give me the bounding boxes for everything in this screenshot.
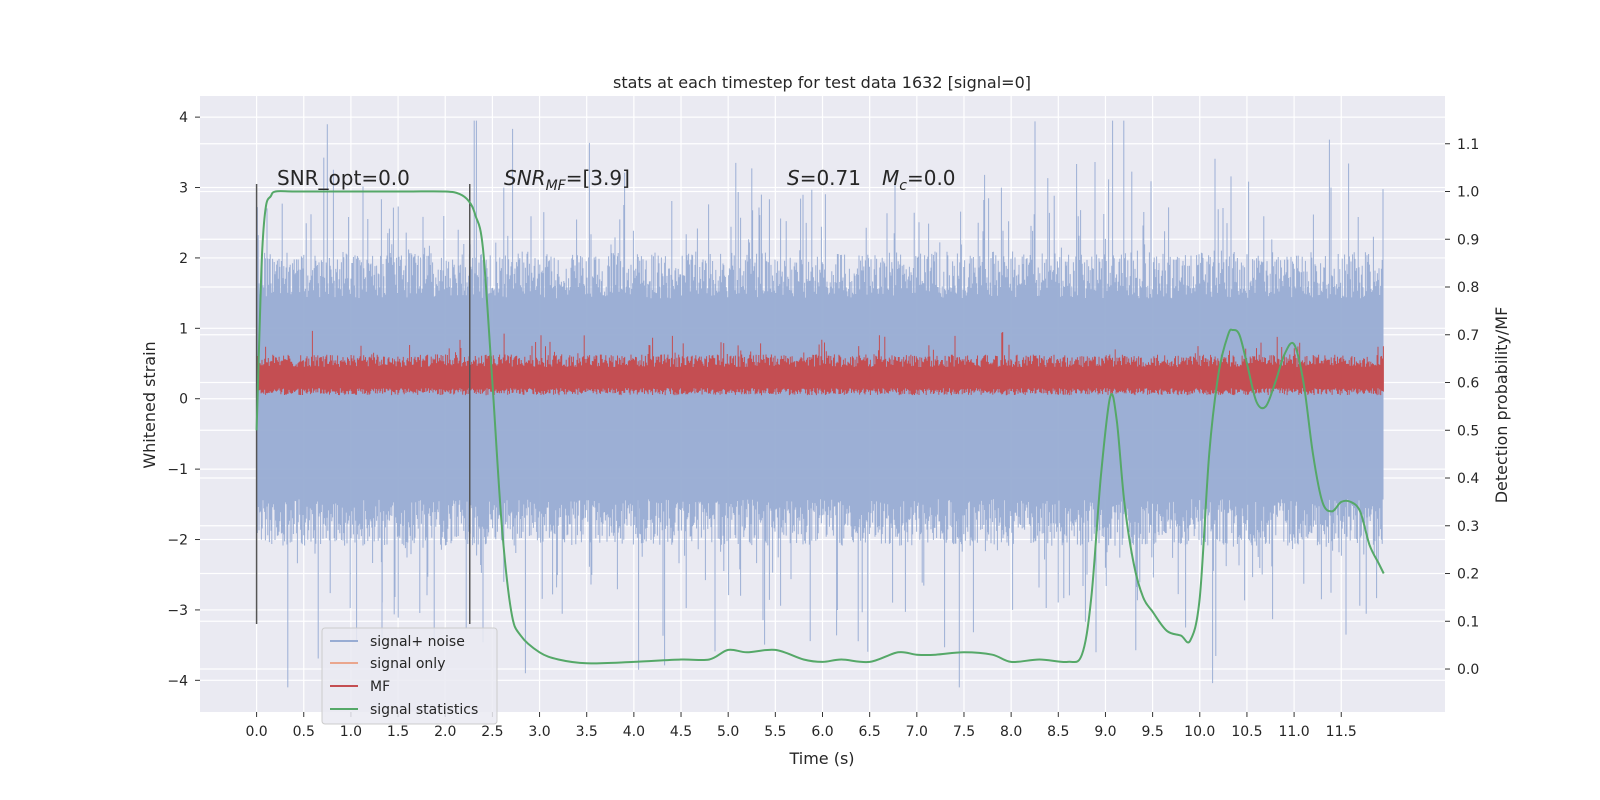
x-tick-label: 11.5 [1326, 724, 1357, 740]
y-right-tick-label: 0.2 [1457, 567, 1479, 583]
x-axis-ticks: 0.0 0.5 1.0 1.5 2.0 2.5 3.0 3.5 4.0 4.5 5.0 5.5 6.0 6… [245, 712, 1357, 740]
x-tick-label: 0.5 [293, 724, 315, 740]
legend-label-signal-only: signal only [370, 656, 445, 672]
annotation-s: S=0.71 [787, 166, 861, 190]
y-right-tick-label: 0.8 [1457, 280, 1479, 296]
x-tick-label: 5.5 [764, 724, 786, 740]
x-tick-label: 10.5 [1231, 724, 1262, 740]
y-left-tick-label: −4 [167, 673, 188, 689]
y-right-tick-label: 0.5 [1457, 423, 1479, 439]
y-right-tick-label: 0.1 [1457, 614, 1479, 630]
legend-label-signal-noise: signal+ noise [370, 634, 465, 650]
x-tick-label: 6.5 [859, 724, 881, 740]
x-tick-label: 1.5 [387, 724, 409, 740]
x-axis-label: Time (s) [788, 749, 854, 768]
legend-label-signal-statistics: signal statistics [370, 702, 478, 718]
x-tick-label: 11.0 [1279, 724, 1310, 740]
x-tick-label: 6.0 [811, 724, 833, 740]
x-tick-label: 7.0 [906, 724, 928, 740]
x-tick-label: 8.0 [1000, 724, 1022, 740]
legend-box [321, 627, 498, 725]
y-right-tick-label: 0.0 [1457, 662, 1479, 678]
y-left-tick-label: −3 [167, 603, 188, 619]
y-left-tick-label: 1 [179, 321, 188, 337]
x-tick-label: 3.0 [528, 724, 550, 740]
y-left-axis-ticks: −4 −3 −2 −1 0 1 2 3 4 [167, 110, 200, 689]
y-right-tick-label: 0.4 [1457, 471, 1479, 487]
x-tick-label: 2.0 [434, 724, 456, 740]
signal-statistics-line [255, 190, 1385, 665]
y-left-tick-label: −1 [167, 462, 188, 478]
legend-label-mf: MF [370, 679, 390, 695]
y-right-tick-label: 1.1 [1457, 137, 1479, 153]
y-right-tick-label: 1.0 [1457, 185, 1479, 201]
x-tick-label: 10.0 [1184, 724, 1215, 740]
y-left-tick-label: −2 [167, 533, 188, 549]
x-tick-label: 2.5 [481, 724, 503, 740]
y-right-tick-label: 0.6 [1457, 376, 1479, 392]
x-tick-label: 9.0 [1094, 724, 1116, 740]
series-signal-statistics [255, 190, 1385, 665]
chart-title: stats at each timestep for test data 163… [613, 73, 1031, 92]
y-left-tick-label: 3 [179, 181, 188, 197]
y-right-tick-label: 0.3 [1457, 519, 1479, 535]
x-tick-label: 1.0 [340, 724, 362, 740]
y-right-tick-label: 0.9 [1457, 232, 1479, 248]
y-right-axis-ticks: 0.0 0.1 0.2 0.3 0.4 0.5 0.6 0.7 0.8 0.9 1.0 1.1 [1445, 137, 1479, 678]
y-left-tick-label: 0 [179, 392, 188, 408]
x-tick-label: 4.5 [670, 724, 692, 740]
x-tick-label: 3.5 [576, 724, 598, 740]
y-right-axis-label: Detection probability/MF [1492, 307, 1511, 504]
x-tick-label: 4.0 [623, 724, 645, 740]
x-tick-label: 9.5 [1141, 724, 1163, 740]
x-tick-label: 0.0 [245, 724, 267, 740]
x-tick-label: 7.5 [953, 724, 975, 740]
annotation-snr-opt: SNR_opt=0.0 [277, 166, 410, 190]
annotation-mc: Mc=0.0 [882, 166, 956, 194]
annotation-snr-mf: SNRMF=[3.9] [504, 166, 630, 194]
x-tick-label: 8.5 [1047, 724, 1069, 740]
y-left-axis-label: Whitened strain [140, 341, 159, 468]
y-left-tick-label: 2 [179, 251, 188, 267]
y-left-tick-label: 4 [179, 110, 188, 126]
legend: signal+ noise signal only MF signal stat… [321, 627, 498, 725]
x-tick-label: 5.0 [717, 724, 739, 740]
y-right-tick-label: 0.7 [1457, 328, 1479, 344]
